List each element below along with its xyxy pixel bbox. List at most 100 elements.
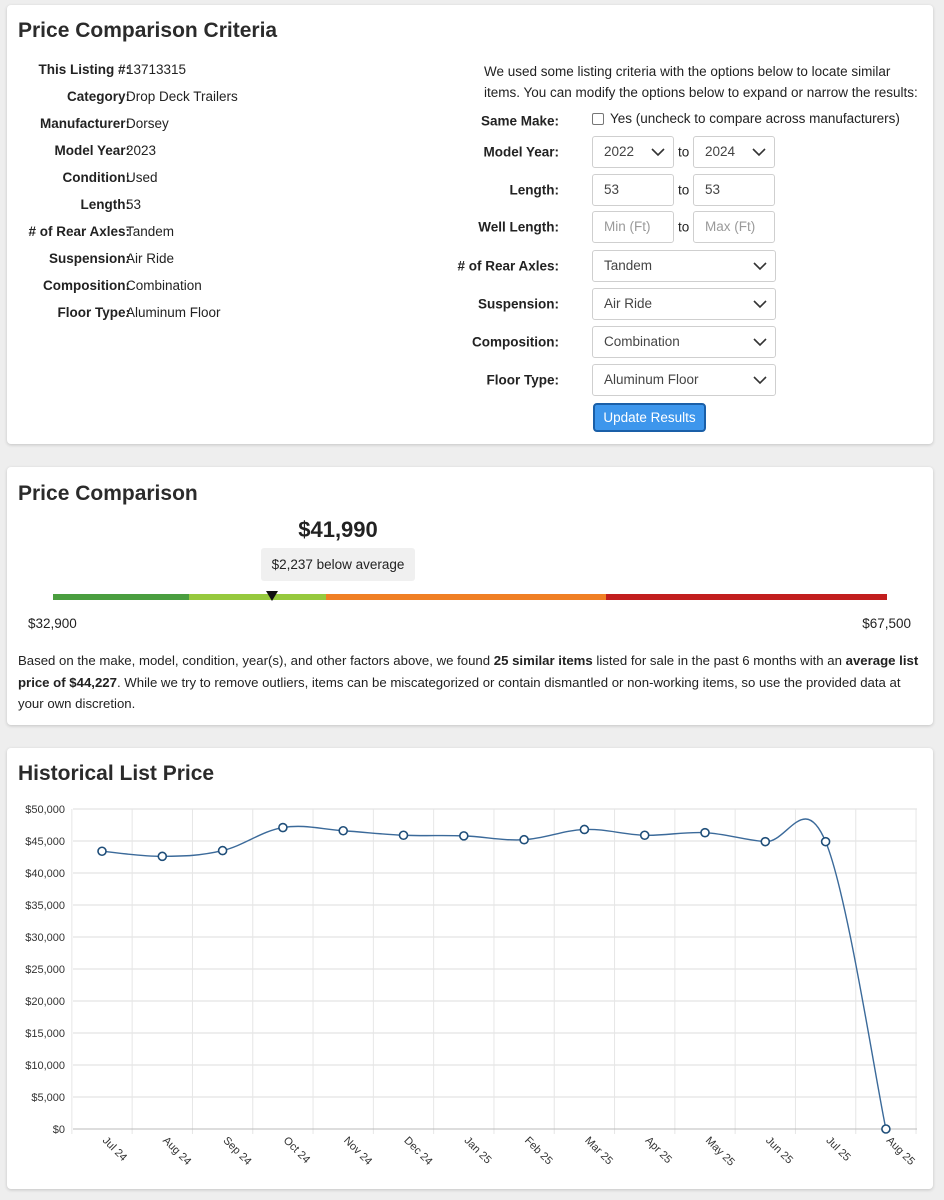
y-tick-label: $15,000 [25, 1028, 65, 1040]
range-segment-high [606, 594, 887, 600]
chevron-down-icon [753, 376, 767, 385]
model-year-row: Model Year: 2022 to 2024 [477, 136, 927, 168]
length-to-input[interactable]: 53 [693, 174, 775, 206]
x-tick-label: Oct 24 [281, 1135, 312, 1166]
suspension-select[interactable]: Air Ride [592, 288, 776, 320]
x-tick-label: Jul 25 [823, 1135, 852, 1164]
spec-label: Manufacturer: [39, 116, 130, 131]
data-point [217, 845, 228, 856]
spec-row: Category: Drop Deck Trailers [7, 89, 467, 109]
chevron-down-icon [753, 262, 767, 271]
x-tick-label: May 25 [703, 1135, 737, 1169]
axles-row: # of Rear Axles: Tandem [457, 250, 927, 282]
well-length-label: Well Length: [478, 219, 559, 235]
x-tick-label: Jul 24 [100, 1135, 129, 1164]
data-point [97, 846, 107, 857]
floor-type-label: Floor Type: [486, 372, 560, 388]
x-tick-label: Nov 24 [341, 1135, 374, 1168]
spec-label: Floor Type: [57, 305, 131, 320]
x-tick-label: Mar 25 [582, 1135, 615, 1168]
x-tick-label: Jun 25 [763, 1135, 795, 1167]
to-text: to [678, 144, 690, 160]
well-length-max-placeholder: Max (Ft) [705, 219, 756, 234]
length-from-input[interactable]: 53 [592, 174, 674, 206]
spec-row: Condition: Used [7, 170, 467, 190]
model-year-to-select[interactable]: 2024 [693, 136, 775, 168]
length-from-value: 53 [604, 182, 620, 197]
to-text: to [678, 219, 690, 235]
y-tick-label: $35,000 [25, 900, 65, 912]
data-point [579, 824, 590, 835]
model-year-from-value: 2022 [604, 144, 635, 159]
similar-items-count: 25 similar items [493, 653, 593, 668]
well-length-max-input[interactable]: Max (Ft) [693, 211, 775, 243]
data-point [820, 836, 831, 847]
suspension-row: Suspension: Air Ride [477, 288, 927, 320]
spec-row: Manufacturer: Dorsey [7, 116, 467, 136]
x-tick-label: Aug 24 [160, 1135, 193, 1168]
x-tick-label: Apr 25 [643, 1135, 674, 1166]
spec-row: Floor Type: Aluminum Floor [7, 305, 467, 325]
spec-label: # of Rear Axles: [28, 224, 130, 239]
chevron-down-icon [753, 338, 767, 347]
to-text: to [678, 182, 690, 198]
comparison-title: Price Comparison [18, 482, 198, 505]
floor-type-row: Floor Type: Aluminum Floor [477, 364, 927, 396]
desc-part: . While we try to remove outliers, items… [18, 674, 901, 712]
spec-row: Model Year: 2023 [7, 143, 467, 163]
model-year-label: Model Year: [483, 144, 559, 160]
spec-label: Condition: [62, 170, 130, 185]
criteria-intro: We used some listing criteria with the o… [484, 64, 918, 100]
same-make-option[interactable]: Yes (uncheck to compare across manufactu… [592, 111, 900, 126]
floor-type-select[interactable]: Aluminum Floor [592, 364, 776, 396]
same-make-label: Same Make: [480, 113, 559, 129]
data-point [157, 851, 168, 862]
axles-value: Tandem [604, 258, 653, 273]
spec-label: Suspension: [48, 251, 130, 266]
chevron-down-icon [752, 148, 766, 157]
range-max-label: $67,500 [862, 616, 911, 631]
spec-row: Suspension: Air Ride [7, 251, 467, 271]
listing-price: $41,990 [298, 517, 378, 542]
spec-label: Length: [80, 197, 131, 212]
composition-select[interactable]: Combination [592, 326, 776, 358]
below-average-badge: $2,237 below average [261, 548, 415, 581]
comparison-description: Based on the make, model, condition, yea… [18, 650, 920, 715]
criteria-title: Price Comparison Criteria [18, 19, 278, 42]
well-length-min-input[interactable]: Min (Ft) [592, 211, 674, 243]
range-segment-good [189, 594, 326, 600]
update-results-button[interactable]: Update Results [593, 403, 706, 432]
axles-select[interactable]: Tandem [592, 250, 776, 282]
y-tick-label: $45,000 [25, 836, 65, 848]
floor-type-value: Aluminum Floor [604, 372, 699, 387]
spec-value: Used [126, 170, 158, 185]
history-title: Historical List Price [18, 762, 215, 785]
y-tick-label: $0 [53, 1124, 65, 1136]
x-tick-label: Sep 24 [220, 1135, 253, 1168]
data-point [519, 834, 529, 845]
spec-value: 13713315 [126, 62, 187, 77]
spec-row: Length: 53 [7, 197, 467, 217]
suspension-label: Suspension: [477, 296, 559, 312]
composition-label: Composition: [472, 334, 559, 350]
spec-row: # of Rear Axles: Tandem [7, 224, 467, 244]
well-length-row: Well Length: Min (Ft) to Max (Ft) [477, 211, 927, 243]
axles-label: # of Rear Axles: [457, 258, 559, 274]
model-year-from-select[interactable]: 2022 [592, 136, 674, 168]
spec-value: 2023 [126, 143, 157, 158]
average-list-price: average list price of $44,227 [18, 653, 919, 690]
desc-part: listed for sale in the past 6 months wit… [592, 653, 846, 668]
data-point [760, 836, 771, 847]
data-point [398, 830, 409, 841]
y-tick-label: $10,000 [25, 1060, 65, 1072]
same-make-row: Same Make: Yes (uncheck to compare acros… [477, 105, 927, 137]
comparison-card: Price Comparison $41,990 $2,237 below av… [7, 467, 933, 725]
historical-price-chart: $0 $5,000 $10,000 $15,000 $20,000 $25,000 $30,… [25, 804, 917, 1169]
same-make-checkbox[interactable] [592, 112, 604, 125]
length-row: Length: 53 to 53 [477, 174, 927, 206]
model-year-to-value: 2024 [705, 144, 736, 159]
spec-label: Category: [66, 89, 130, 104]
data-point [278, 822, 288, 833]
price-marker-icon [266, 591, 279, 601]
criteria-card: Price Comparison Criteria This Listing #… [7, 5, 933, 444]
